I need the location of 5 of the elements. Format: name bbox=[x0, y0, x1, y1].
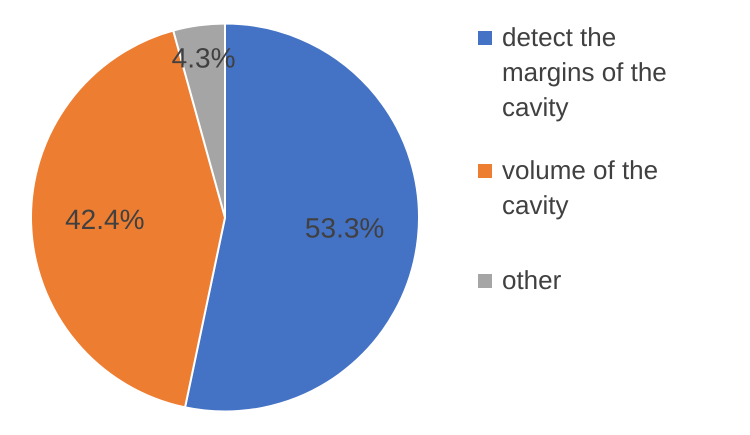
legend-label: volume of the cavity bbox=[502, 154, 660, 222]
data-label: 53.3% bbox=[304, 212, 384, 244]
legend-label: other bbox=[502, 264, 562, 297]
data-label: 42.4% bbox=[65, 204, 144, 235]
legend-label: detect the margins of the cavity bbox=[502, 21, 668, 124]
